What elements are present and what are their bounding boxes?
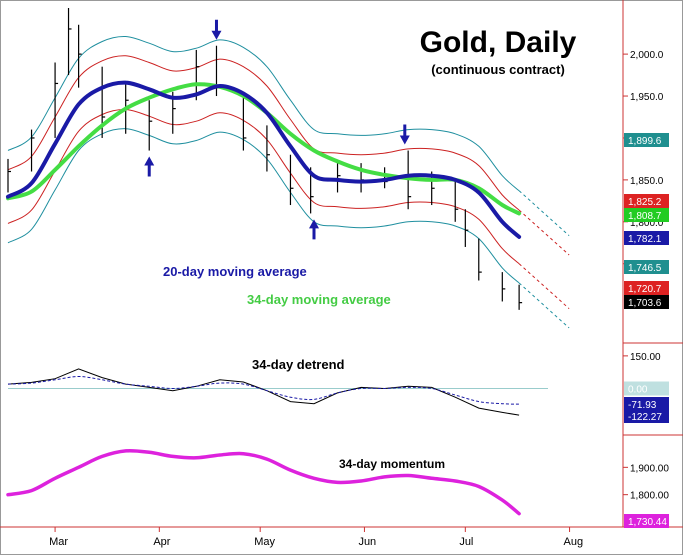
- chart-subtitle: (continuous contract): [431, 62, 565, 77]
- y-tick-label: 1,800.00: [630, 491, 669, 502]
- outer-band-lower-projection: [518, 282, 570, 329]
- right-label-main: 1,899.6: [628, 136, 662, 147]
- detrend-smoothed-line: [7, 375, 520, 405]
- y-tick-label: 1,850.0: [630, 176, 664, 187]
- momentum-panel: [6, 448, 521, 516]
- pivot-arrows: [144, 19, 410, 240]
- detrend-panel: [7, 368, 548, 416]
- ma34-annotation: 34-day moving average: [247, 292, 391, 307]
- right-label-main-box: [624, 208, 669, 222]
- y-tick-label: 2,000.0: [630, 50, 664, 61]
- y-tick-label: 150.00: [630, 352, 661, 363]
- ma20-line: [6, 80, 522, 239]
- right-label-main: 1,746.5: [628, 263, 662, 274]
- inner-band-upper-projection: [518, 209, 570, 256]
- x-tick-label: Aug: [564, 536, 584, 548]
- right-label-main: 1,782.1: [628, 234, 662, 245]
- arrow-up-icon: [309, 219, 319, 240]
- x-tick-label: May: [254, 536, 275, 548]
- y-tick-label: 1,800.0: [630, 218, 664, 229]
- ma20-annotation: 20-day moving average: [163, 264, 307, 279]
- arrow-down-icon: [211, 19, 222, 40]
- right-label-momentum-box: [624, 514, 669, 528]
- arrow-up-icon: [144, 156, 155, 177]
- right-label-main-box: [624, 281, 669, 295]
- momentum-line: [6, 448, 521, 516]
- right-label-main: 1,720.7: [628, 284, 662, 295]
- y-tick-label: 1,950.0: [630, 92, 664, 103]
- detrend-zero-box: [624, 381, 669, 396]
- outer-band-upper: [7, 35, 520, 192]
- right-value-labels: 1,899.6 1,825.2 1,808.7 1,782.1 1,746.5 1,720…: [624, 133, 669, 528]
- x-tick-label: Jun: [358, 536, 376, 548]
- chart-title: Gold, Daily: [420, 26, 577, 59]
- right-label-main-box: [624, 194, 669, 208]
- right-label-main: 1,808.7: [628, 211, 662, 222]
- right-label-detrend-box: [624, 409, 669, 423]
- right-label-detrend-box: [624, 397, 669, 411]
- right-label-main-box: [624, 133, 669, 147]
- outer-band-upper-projection: [518, 190, 570, 237]
- inner-band-lower-projection: [518, 263, 570, 309]
- x-axis-ticks: Mar Apr May Jun Jul Aug: [49, 527, 583, 548]
- moving-averages: [6, 80, 522, 239]
- x-tick-label: Mar: [49, 536, 68, 548]
- right-label-main: 1,703.6: [628, 298, 662, 309]
- right-label-detrend: -71.93: [628, 400, 657, 411]
- y-tick-label: 1,900.00: [630, 463, 669, 474]
- right-label-detrend: -122.27: [628, 412, 662, 423]
- x-tick-label: Apr: [153, 536, 170, 548]
- right-label-main-box: [624, 231, 669, 245]
- right-label-main-box: [624, 260, 669, 274]
- momentum-annotation: 34-day momentum: [339, 457, 445, 471]
- right-label-main-box: [624, 295, 669, 309]
- inner-band-upper: [7, 55, 520, 211]
- right-label-main: 1,825.2: [628, 197, 662, 208]
- right-label-momentum: 1,730.44: [628, 517, 667, 528]
- x-tick-label: Jul: [459, 536, 473, 548]
- detrend-zero-label: 0.00: [628, 385, 648, 396]
- detrend-annotation: 34-day detrend: [252, 357, 345, 372]
- arrow-down-icon: [399, 124, 410, 145]
